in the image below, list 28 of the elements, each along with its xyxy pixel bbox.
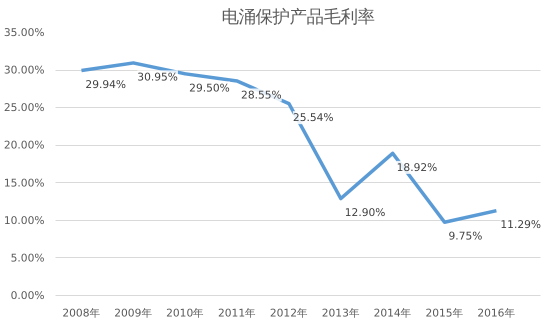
y-tick-label: 20.00%: [4, 138, 45, 152]
y-tick-label: 5.00%: [10, 251, 45, 264]
y-tick-label: 15.00%: [4, 176, 45, 190]
x-tick-label: 2010年: [166, 306, 204, 320]
data-label: 12.90%: [344, 206, 386, 220]
x-tick-label: 2015年: [425, 306, 464, 320]
line-series: [80, 61, 498, 224]
data-label: 25.54%: [292, 111, 334, 124]
y-tick-label: 25.00%: [4, 101, 45, 114]
y-tick-label: 0.00%: [10, 289, 45, 302]
data-label: 28.55%: [241, 88, 282, 102]
x-tick-label: 2011年: [218, 306, 256, 320]
x-tick-label: 2008年: [62, 306, 100, 320]
data-label: 9.75%: [448, 230, 482, 243]
x-tick-label: 2014年: [374, 306, 412, 320]
x-tick-label: 2012年: [270, 306, 308, 320]
x-tick-label: 2016年: [477, 306, 516, 320]
y-tick-label: 10.00%: [4, 214, 45, 227]
data-label: 30.95%: [137, 70, 178, 84]
data-label: 18.92%: [396, 160, 438, 174]
data-label: 29.94%: [85, 78, 126, 92]
y-tick-label: 30.00%: [4, 64, 45, 77]
data-label: 11.29%: [500, 218, 542, 232]
chart-title: 电涌保护产品毛利率: [222, 8, 374, 28]
y-tick-label: 35.00%: [4, 26, 45, 39]
x-tick-label: 2009年: [114, 306, 152, 320]
x-tick-label: 2013年: [322, 306, 360, 320]
data-label: 29.50%: [189, 81, 230, 94]
